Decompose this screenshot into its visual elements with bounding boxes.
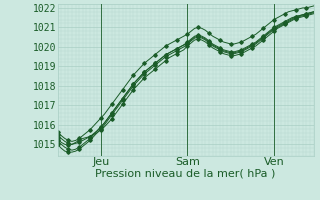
- X-axis label: Pression niveau de la mer( hPa ): Pression niveau de la mer( hPa ): [95, 169, 276, 179]
